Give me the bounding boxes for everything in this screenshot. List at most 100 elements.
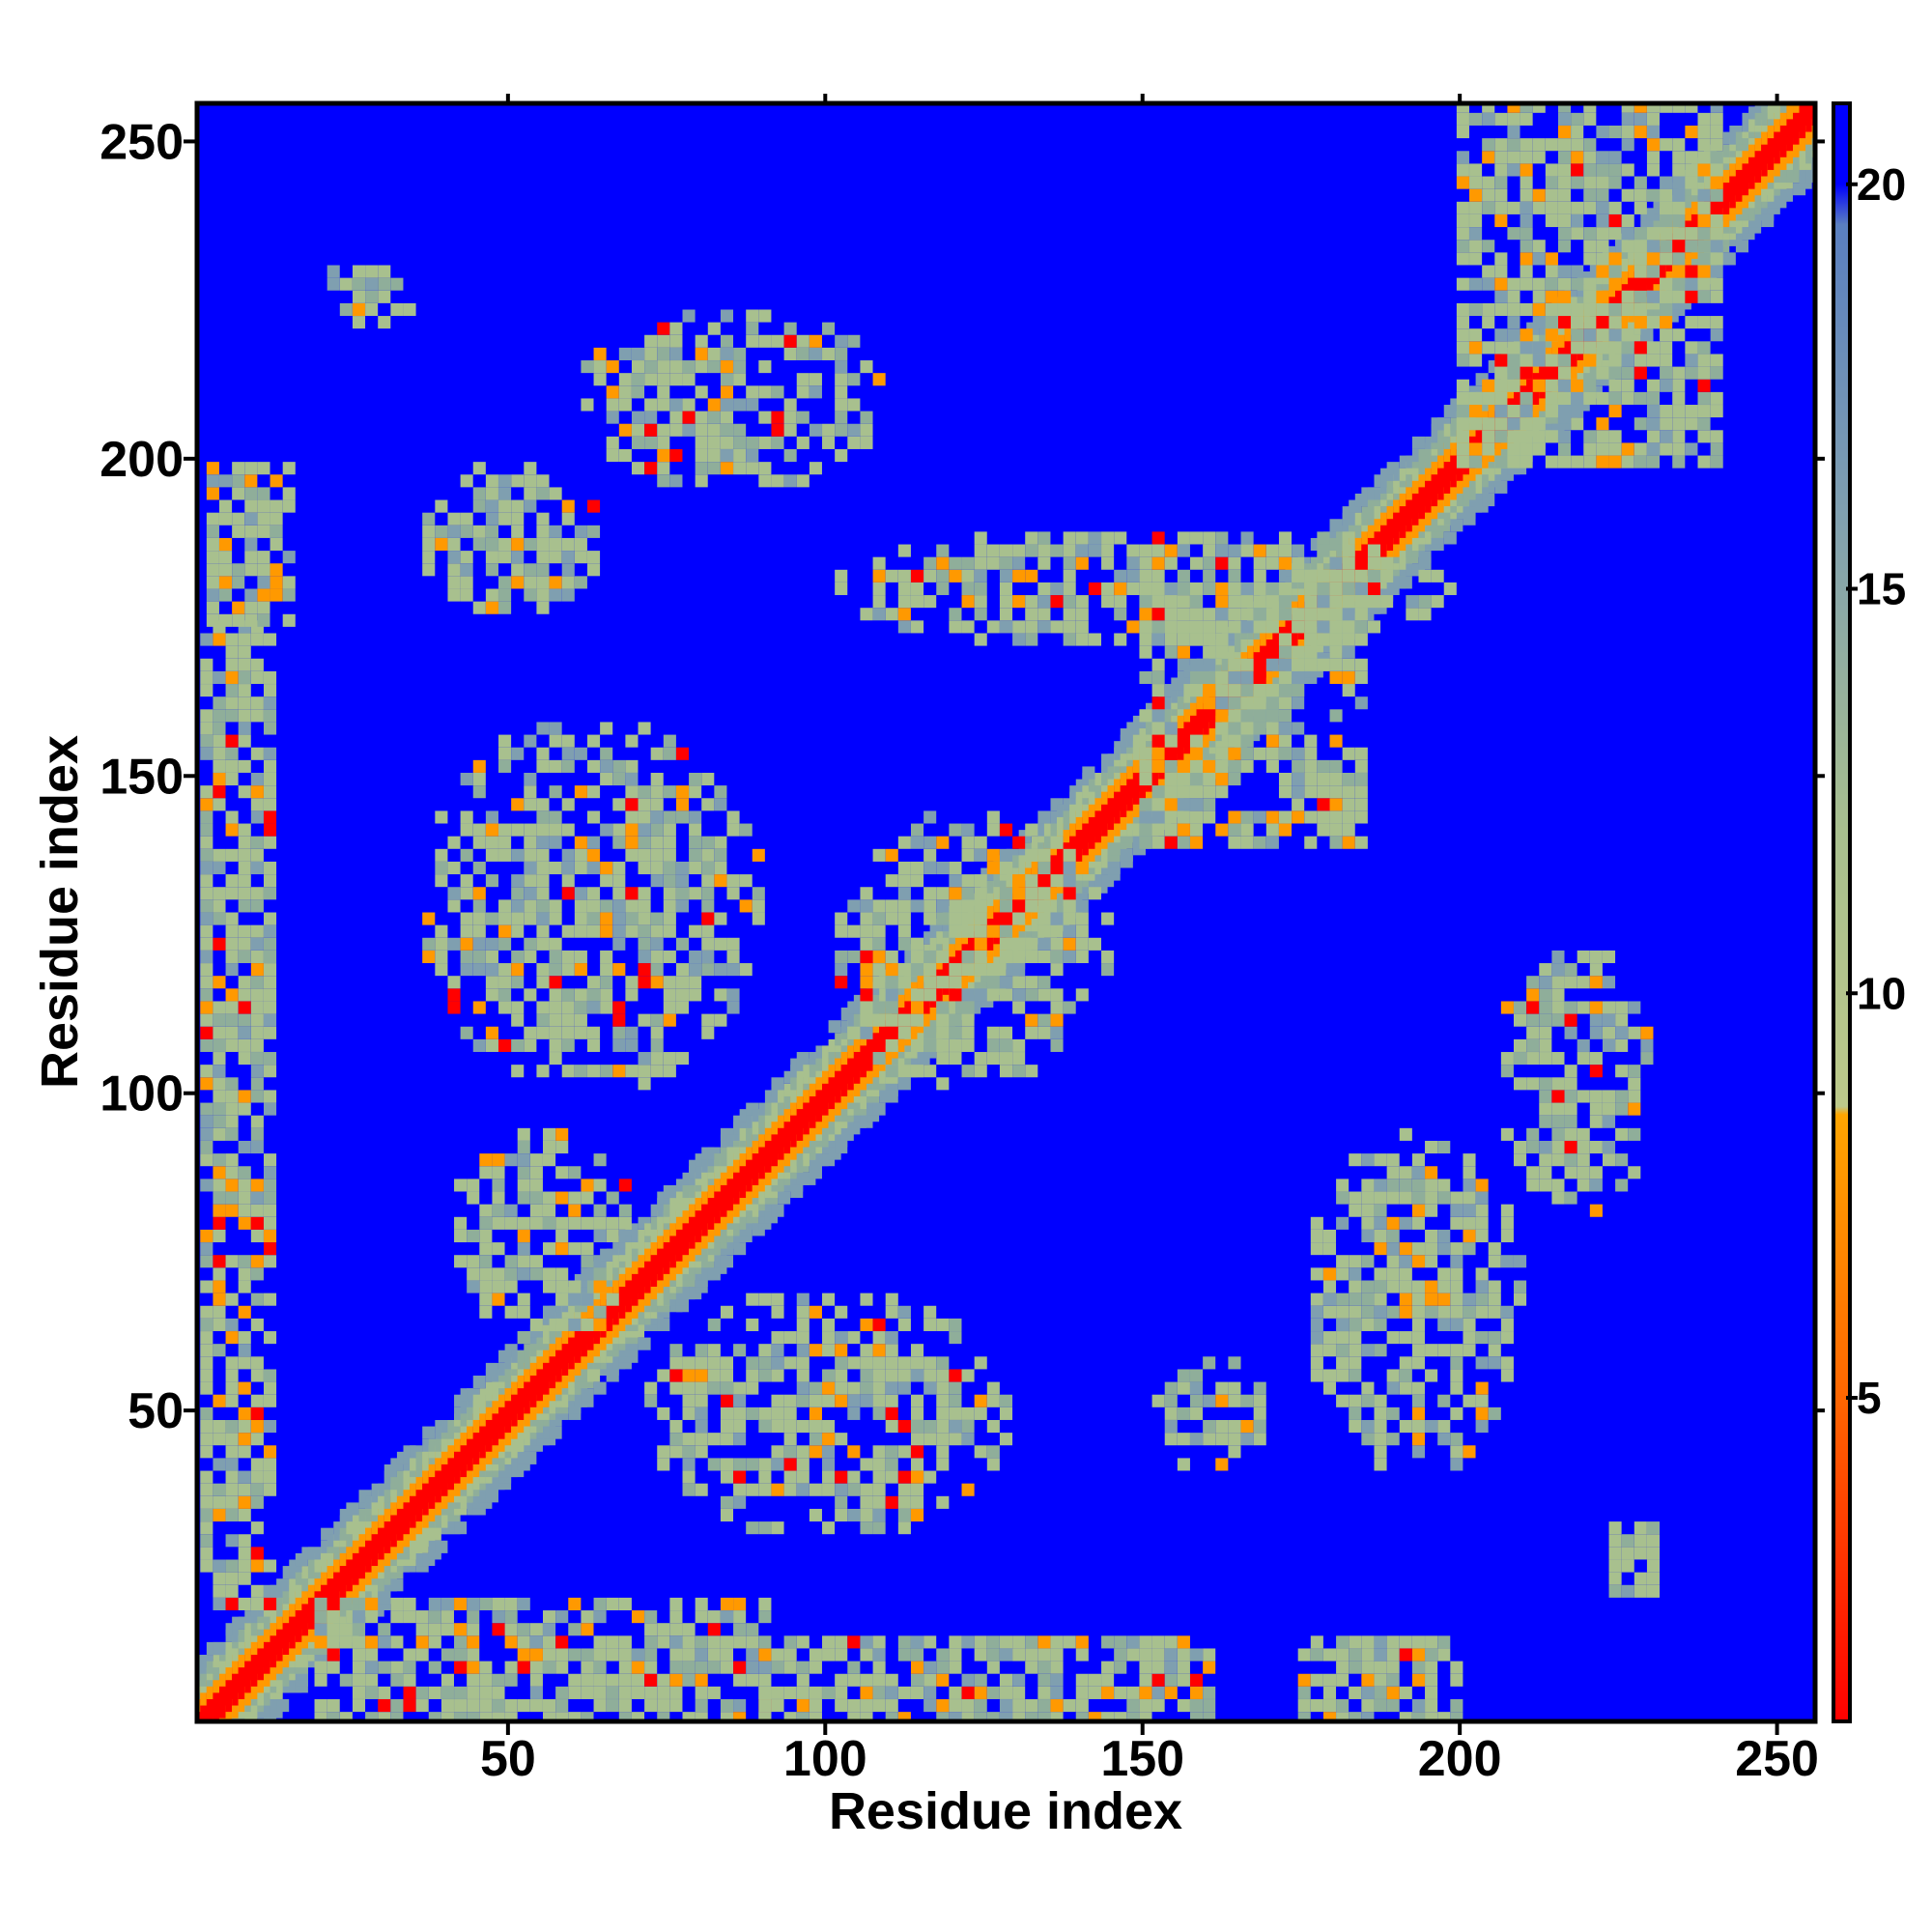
contact-cell <box>822 1686 836 1699</box>
contact-cell <box>974 1635 987 1649</box>
contact-cell <box>479 1661 493 1674</box>
contact-cell <box>949 1661 962 1674</box>
contact-cell <box>695 1610 708 1624</box>
contact-cell <box>847 1635 861 1649</box>
contact-cell <box>581 1673 594 1687</box>
contact-cell <box>415 1686 429 1699</box>
diagonal-cell <box>1120 848 1133 862</box>
contact-cell <box>682 1661 696 1674</box>
contact-cell <box>822 1648 836 1662</box>
contact-cell <box>872 1635 886 1649</box>
contact-cell <box>682 1623 696 1636</box>
contact-cell <box>733 1623 747 1636</box>
contact-cell <box>454 1623 468 1636</box>
contact-cell <box>1126 1699 1140 1713</box>
contact-cell <box>961 1673 975 1687</box>
contact-cell <box>390 1610 404 1624</box>
contact-cell <box>835 1686 848 1699</box>
contact-cell <box>720 1648 734 1662</box>
diagonal-cell <box>472 1376 486 1389</box>
diagonal-cell <box>435 1540 448 1553</box>
contact-cell <box>517 1623 530 1636</box>
contact-cell <box>746 1673 759 1687</box>
contact-cell <box>1322 1699 1337 1713</box>
contact-cell <box>695 1635 708 1649</box>
contact-cell <box>796 1673 810 1687</box>
contact-cell <box>415 1699 429 1713</box>
contact-cell <box>758 1673 772 1687</box>
contact-cell <box>923 1699 937 1713</box>
contact-cell <box>1203 1686 1216 1699</box>
contact-cell <box>1101 1686 1115 1699</box>
contact-cell <box>1164 1635 1178 1649</box>
contact-cell <box>1075 1673 1089 1687</box>
contact-cell <box>415 1623 429 1636</box>
contact-cell <box>492 1597 505 1611</box>
contact-cell <box>543 1623 556 1636</box>
contact-cell <box>543 1648 556 1662</box>
contact-cell <box>467 1686 480 1699</box>
contact-cell <box>872 1661 886 1674</box>
diagonal-cell <box>276 1699 290 1713</box>
diagonal-cell <box>1443 531 1457 545</box>
diagonal-cell <box>1411 436 1425 449</box>
contact-cell <box>783 1661 797 1674</box>
contact-cell <box>1037 1661 1051 1674</box>
contact-cell <box>923 1673 937 1687</box>
diagonal-cell <box>771 1077 784 1091</box>
contact-cell <box>517 1648 530 1662</box>
contact-cell <box>733 1661 747 1674</box>
contact-cell <box>936 1699 950 1713</box>
contact-cell <box>1151 1699 1165 1713</box>
contact-cell <box>314 1623 327 1636</box>
contact-cell <box>327 1635 340 1649</box>
contact-cell <box>1190 1673 1204 1687</box>
contact-cell <box>339 1635 353 1649</box>
contact-cell <box>606 1686 619 1699</box>
contact-cell <box>733 1597 747 1611</box>
contact-cell <box>1322 1648 1337 1662</box>
diagonal-cell <box>796 1052 810 1065</box>
contact-cell <box>1164 1661 1178 1674</box>
diagonal-cell <box>897 1077 911 1091</box>
contact-cell <box>454 1686 468 1699</box>
contact-cell <box>999 1699 1013 1713</box>
contact-cell <box>1012 1635 1026 1649</box>
contact-cell <box>390 1673 404 1687</box>
contact-cell <box>555 1610 569 1624</box>
diagonal-cell <box>657 1318 670 1331</box>
contact-cell <box>327 1623 340 1636</box>
diagonal-cell <box>581 1388 594 1402</box>
contact-cell <box>428 1686 441 1699</box>
contact-cell <box>606 1597 619 1611</box>
contact-cell <box>365 1635 379 1649</box>
contact-cell <box>543 1610 556 1624</box>
contact-cell <box>467 1597 480 1611</box>
contact-cell <box>606 1673 619 1687</box>
contact-cell <box>669 1623 683 1636</box>
contact-cell <box>707 1661 721 1674</box>
contact-cell <box>467 1610 480 1624</box>
contact-cell <box>529 1686 543 1699</box>
diagonal-cell <box>1037 937 1051 951</box>
contact-cell <box>440 1623 454 1636</box>
contact-cell <box>454 1699 468 1713</box>
contact-cell <box>644 1686 658 1699</box>
contact-cell <box>555 1635 569 1649</box>
contact-cell <box>314 1673 327 1687</box>
diagonal-cell <box>1329 519 1343 532</box>
contact-cell <box>631 1610 645 1624</box>
contact-cell <box>835 1699 848 1713</box>
contact-cell <box>847 1673 861 1687</box>
contact-cell <box>593 1661 607 1674</box>
contact-cell <box>403 1686 416 1699</box>
contact-cell <box>517 1597 530 1611</box>
contact-cell <box>529 1699 543 1713</box>
contact-cell <box>1075 1686 1089 1699</box>
contact-cell <box>365 1648 379 1662</box>
contact-cell <box>936 1648 950 1662</box>
contact-cell <box>872 1686 886 1699</box>
contact-cell <box>1151 1661 1165 1674</box>
contact-cell <box>1050 1699 1064 1713</box>
contact-cell <box>872 1648 886 1662</box>
